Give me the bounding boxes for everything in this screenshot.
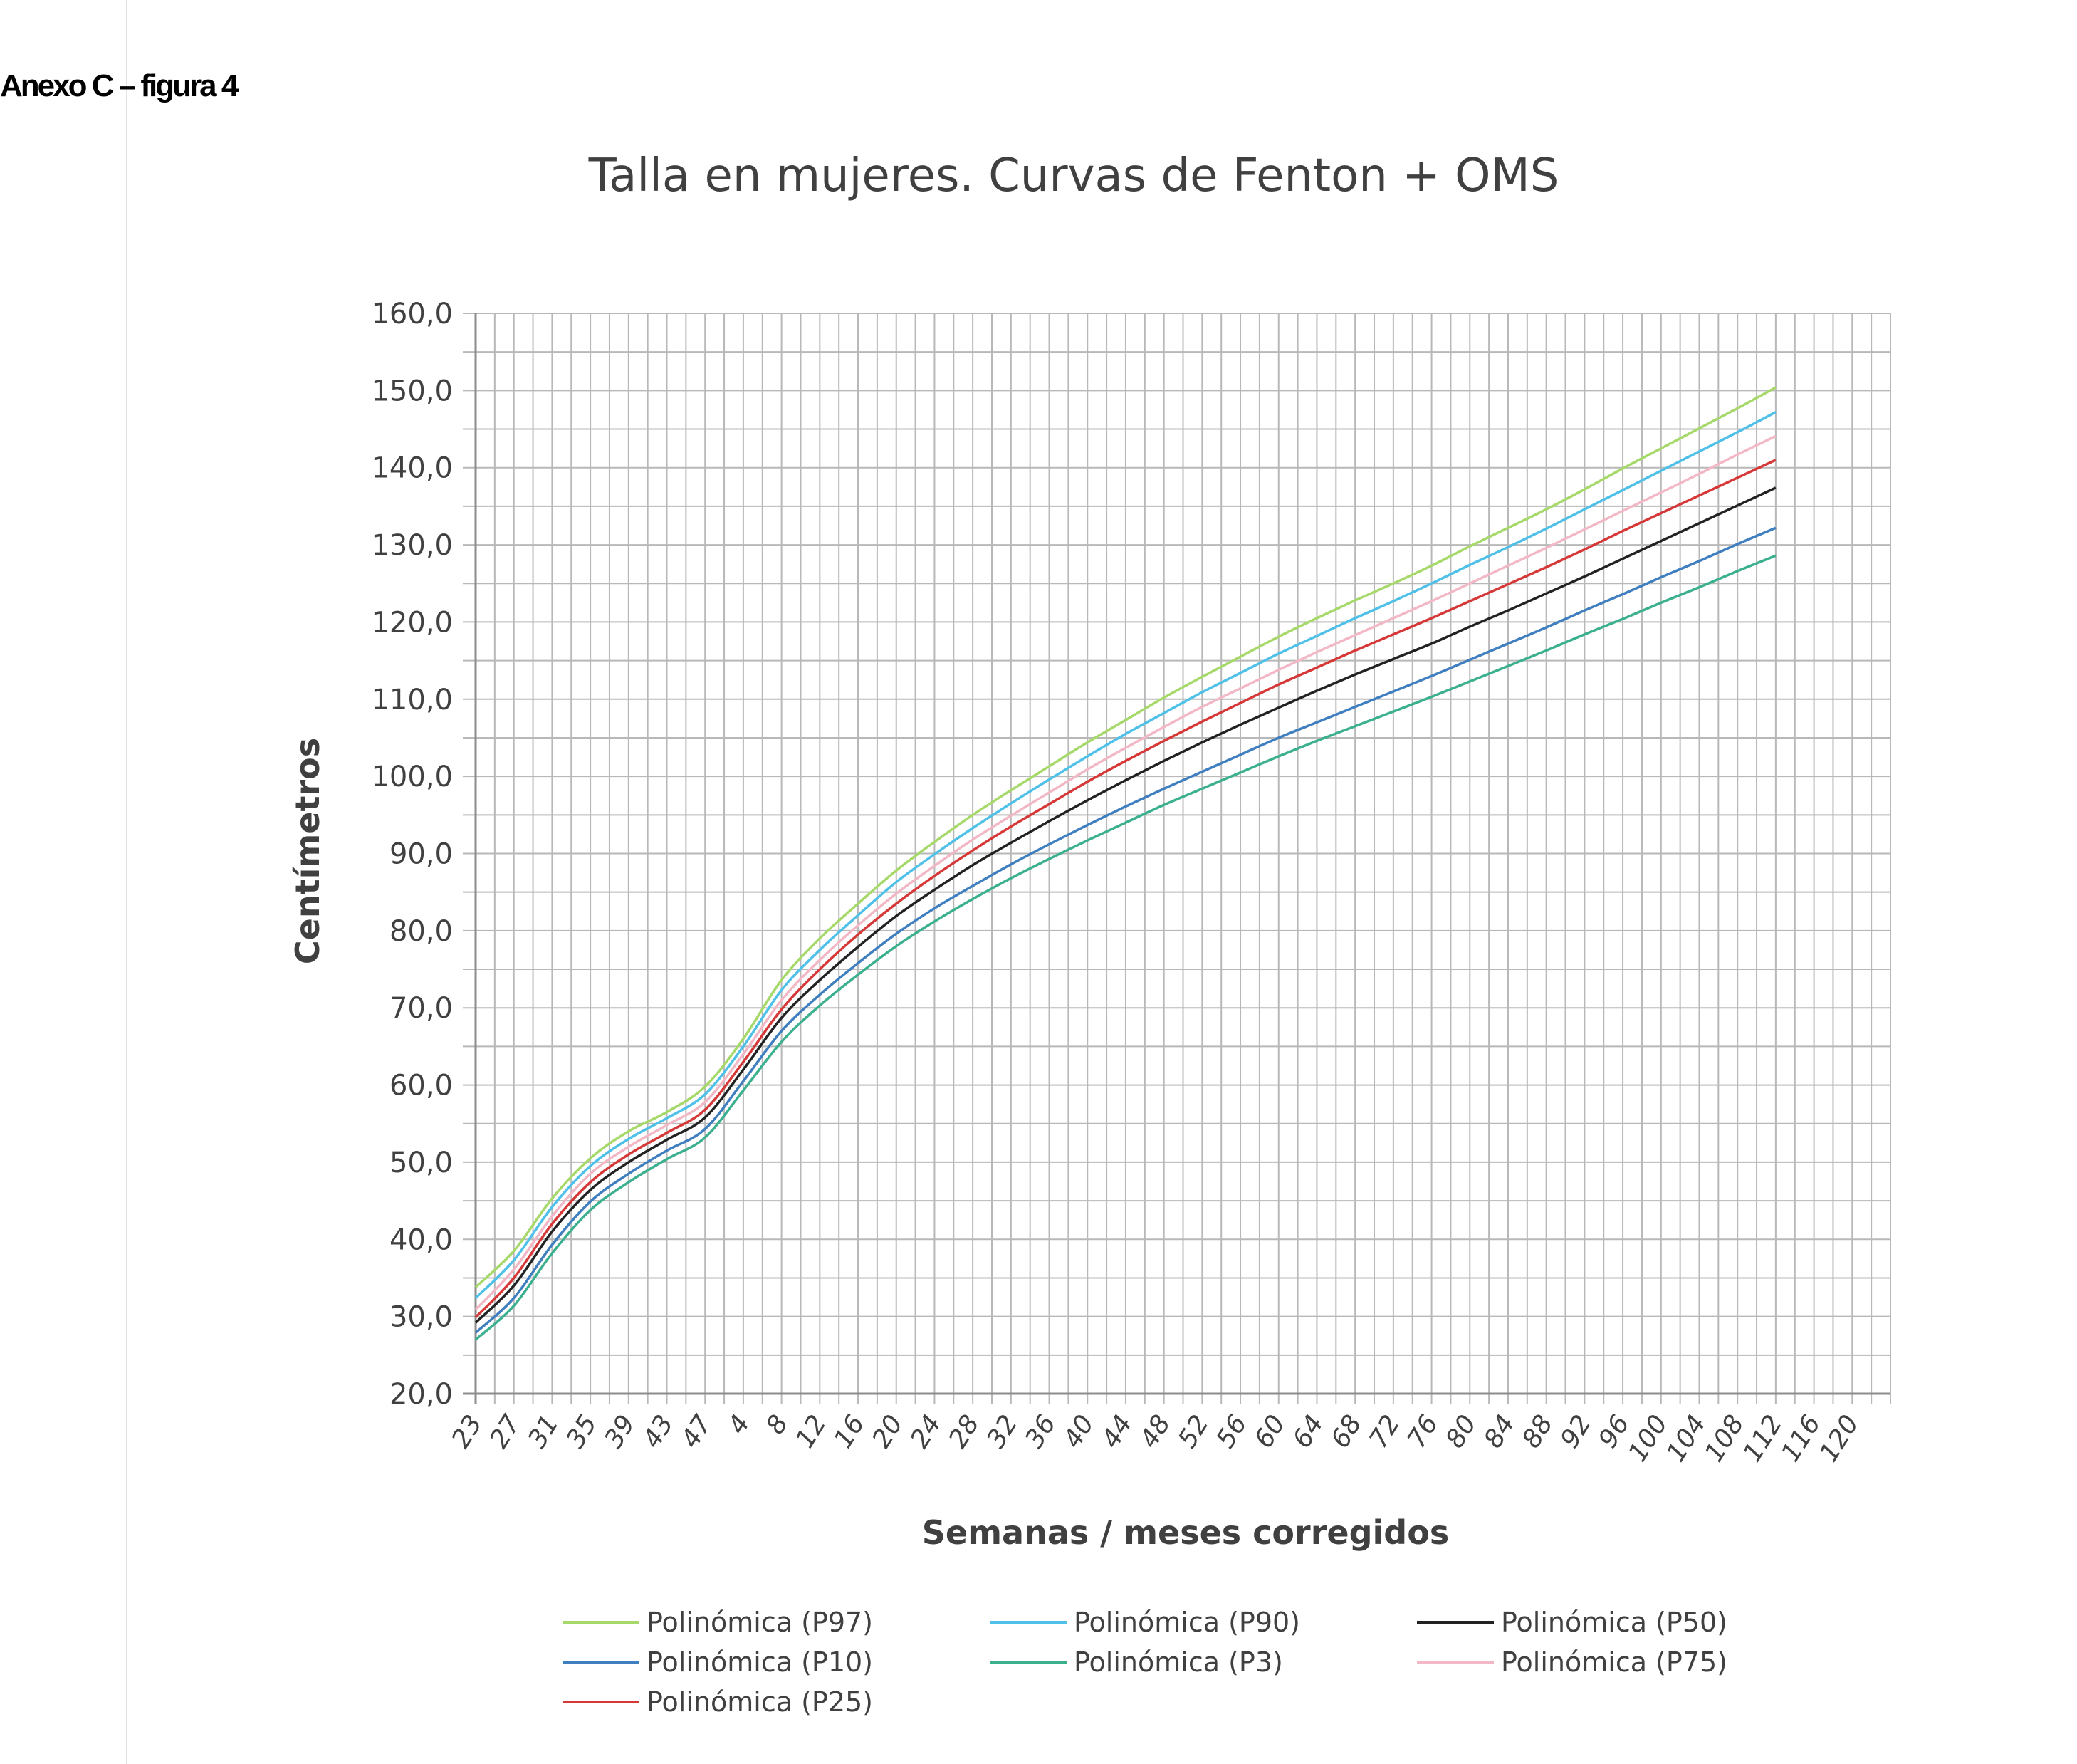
- y-tick-label: 60,0: [389, 1070, 453, 1102]
- x-tick-label: 24: [905, 1410, 947, 1454]
- y-tick-labels: 20,0 30,0 40,0 50,0 60,0 70,0 80,0 90,0 100,0 110…: [371, 298, 453, 1411]
- y-tick-label: 20,0: [389, 1378, 453, 1411]
- series-line: [474, 459, 1777, 1318]
- x-tick-label: 4: [723, 1410, 756, 1439]
- x-tick-label: 68: [1326, 1410, 1368, 1454]
- x-tick-label: 43: [637, 1410, 679, 1454]
- x-tick-label: 39: [599, 1410, 641, 1454]
- x-tick-label: 64: [1287, 1410, 1329, 1454]
- x-tick-label: 44: [1097, 1410, 1139, 1454]
- y-tick-label: 70,0: [389, 992, 453, 1025]
- x-tick-label: 80: [1440, 1410, 1482, 1454]
- y-tick-label: 50,0: [389, 1147, 453, 1179]
- x-tick-label: 100: [1623, 1410, 1673, 1467]
- x-tick-label: 76: [1402, 1410, 1444, 1454]
- legend: Polinómica (P97) Polinómica (P90) Polinómi…: [563, 1607, 1727, 1718]
- x-tick-label: 116: [1776, 1410, 1826, 1467]
- page-border: [126, 0, 2077, 1764]
- x-tick-label: 28: [943, 1410, 985, 1454]
- x-tick-label: 84: [1479, 1410, 1521, 1454]
- x-tick-label: 27: [484, 1410, 526, 1454]
- x-tick-label: 40: [1058, 1410, 1100, 1454]
- series-line: [474, 554, 1777, 1341]
- x-tick-label: 72: [1364, 1410, 1406, 1454]
- y-tick-label: 140,0: [371, 452, 453, 485]
- x-tick-label: 104: [1661, 1410, 1712, 1467]
- legend-entry: Polinómica (P3): [1074, 1646, 1283, 1678]
- y-tick-label: 150,0: [371, 375, 453, 407]
- legend-entry: Polinómica (P25): [647, 1686, 873, 1718]
- annex-label: Anexo C – figura 4: [0, 68, 239, 103]
- x-tick-label: 112: [1737, 1410, 1788, 1467]
- y-tick-label: 40,0: [389, 1223, 453, 1256]
- series-line: [474, 411, 1777, 1299]
- grid: [463, 313, 1891, 1404]
- y-tick-label: 80,0: [389, 915, 453, 948]
- x-axis-title: Semanas / meses corregidos: [922, 1513, 1449, 1552]
- y-axis-title: Centímetros: [288, 738, 327, 964]
- y-tick-label: 160,0: [371, 298, 453, 330]
- x-tick-label: 60: [1249, 1410, 1291, 1454]
- legend-entry: Polinómica (P50): [1501, 1607, 1727, 1638]
- series-line: [474, 386, 1777, 1288]
- x-tick-label: 12: [790, 1410, 832, 1454]
- x-tick-label: 47: [676, 1410, 718, 1454]
- x-tick-label: 108: [1700, 1410, 1750, 1467]
- legend-entry: Polinómica (P97): [647, 1607, 873, 1638]
- legend-entry: Polinómica (P90): [1074, 1607, 1300, 1638]
- x-tick-label: 92: [1555, 1410, 1597, 1454]
- y-tick-label: 110,0: [371, 684, 453, 716]
- series-line: [474, 434, 1777, 1311]
- x-tick-label: 48: [1134, 1410, 1176, 1454]
- y-tick-label: 130,0: [371, 529, 453, 562]
- series-lines: [474, 386, 1777, 1341]
- series-line: [474, 526, 1777, 1334]
- legend-entry: Polinómica (P10): [647, 1646, 873, 1678]
- y-tick-label: 120,0: [371, 606, 453, 639]
- x-tick-label: 20: [867, 1410, 909, 1454]
- chart-title: Talla en mujeres. Curvas de Fenton + OMS: [588, 150, 1559, 202]
- x-tick-label: 32: [981, 1410, 1023, 1454]
- x-tick-label: 31: [523, 1410, 565, 1454]
- x-tick-label: 120: [1814, 1410, 1865, 1467]
- x-tick-label: 36: [1020, 1410, 1062, 1454]
- y-tick-label: 100,0: [371, 761, 453, 793]
- x-tick-label: 56: [1211, 1410, 1253, 1454]
- x-tick-label: 8: [760, 1410, 794, 1439]
- x-tick-label: 23: [446, 1410, 488, 1454]
- x-tick-label: 35: [561, 1410, 603, 1454]
- legend-entry: Polinómica (P75): [1501, 1646, 1727, 1678]
- x-tick-label: 52: [1173, 1410, 1215, 1454]
- x-tick-label: 16: [829, 1410, 871, 1454]
- y-tick-label: 30,0: [389, 1301, 453, 1334]
- series-line: [474, 486, 1777, 1324]
- y-tick-label: 90,0: [389, 838, 453, 871]
- x-tick-label: 88: [1517, 1410, 1559, 1454]
